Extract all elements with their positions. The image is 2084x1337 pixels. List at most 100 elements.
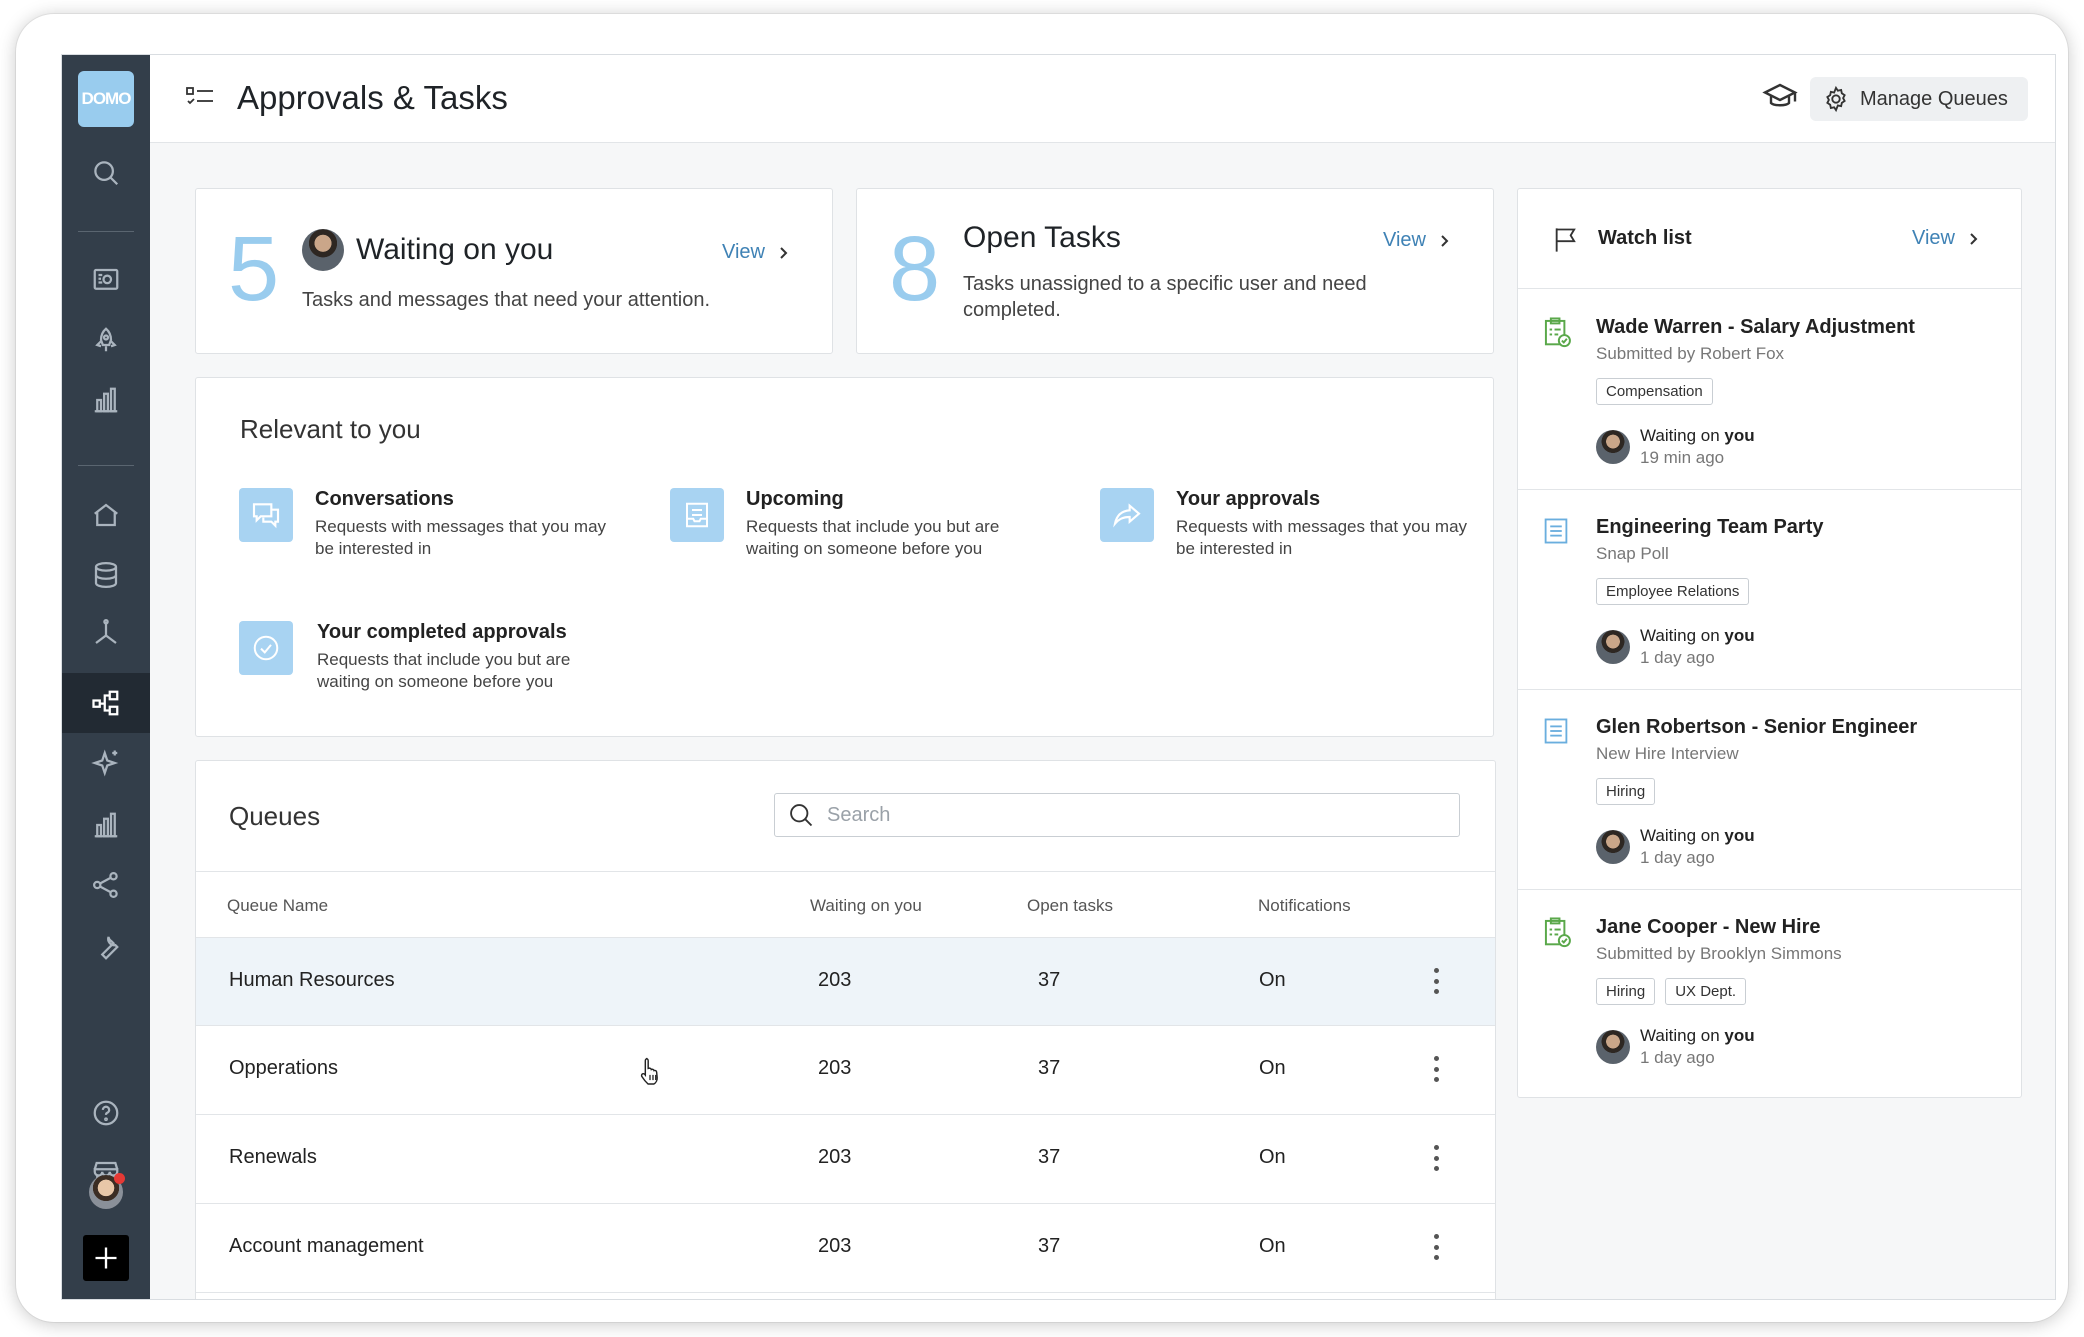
add-button[interactable] [83,1235,129,1281]
timestamp: 1 day ago [1640,848,1715,867]
search-input[interactable] [827,803,1427,827]
manage-queues-label: Manage Queues [1860,87,2008,110]
forward-arrow-icon [1100,488,1154,542]
notifications-value: On [1259,969,1286,991]
gear-icon [1826,85,1846,113]
relevant-item-title: Your completed approvals [317,621,567,643]
waiting-description: Tasks and messages that need your attent… [302,289,711,311]
waiting-value: 203 [818,1146,852,1168]
manage-queues-button[interactable]: Manage Queues [1810,77,2028,121]
graduation-cap-icon[interactable] [1762,79,1798,120]
open-tasks-card[interactable]: 8 Open Tasks View Tasks unassigned to a … [856,188,1494,354]
more-options-icon[interactable] [1432,1145,1440,1171]
waiting-prefix: Waiting on [1640,626,1725,645]
queue-name: Human Resources [229,969,395,991]
analytics-icon[interactable] [86,805,126,845]
page-title: Approvals & Tasks [237,79,508,116]
search-icon [790,804,813,827]
clipboard-check-icon [1542,316,1572,353]
watch-item-subtitle: Submitted by Brooklyn Simmons [1596,944,1842,963]
top-bar: Approvals & Tasks Manage Queues [150,55,2055,143]
rocket-icon[interactable] [86,320,126,360]
ai-sparkle-icon[interactable] [86,743,126,783]
share-icon[interactable] [86,865,126,905]
user-avatar[interactable] [89,1173,125,1209]
table-row[interactable] [196,1292,1495,1299]
workflow-icon[interactable] [86,683,126,723]
open-tasks-count: 8 [889,218,941,320]
watch-item-title: Glen Robertson - Senior Engineer [1596,716,1918,738]
more-options-icon[interactable] [1432,968,1440,994]
timestamp: 1 day ago [1640,1048,1715,1067]
watch-list-view-link[interactable]: View [1912,227,1979,250]
watch-list-title: Watch list [1598,227,1692,249]
table-row[interactable]: Account management 203 37 On [196,1203,1495,1291]
table-row[interactable]: Renewals 203 37 On [196,1114,1495,1202]
device-frame: DOMO [16,14,2068,1322]
waiting-you: you [1724,826,1755,845]
queue-search[interactable] [774,793,1460,837]
queue-name: Opperations [229,1057,338,1079]
relevant-item-title: Upcoming [746,488,844,510]
relevant-item-title: Your approvals [1176,488,1321,510]
watch-item-title: Engineering Team Party [1596,516,1824,538]
relevant-item-description: Requests with messages that you may be i… [1176,517,1468,558]
waiting-status: Waiting on you [1640,426,1755,446]
relevant-item-description: Requests with messages that you may be i… [315,517,607,558]
dashboard-icon[interactable] [86,260,126,300]
watch-list-item[interactable]: Engineering Team Party Snap Poll Employe… [1518,490,2021,690]
wrench-icon[interactable] [86,927,126,967]
open-value: 37 [1038,969,1061,991]
avatar [302,229,344,271]
column-header-waiting[interactable]: Waiting on you [810,896,922,915]
hand-cursor-icon [637,1055,663,1092]
waiting-prefix: Waiting on [1640,1026,1725,1045]
waiting-count: 5 [228,218,280,320]
dataflow-icon[interactable] [86,613,126,653]
waiting-view-link[interactable]: View [722,241,789,264]
waiting-on-you-card[interactable]: 5 Waiting on you View Tasks and messages… [195,188,833,354]
column-header-queue-name[interactable]: Queue Name [227,896,329,915]
column-header-notifications[interactable]: Notifications [1258,896,1351,915]
tag: Hiring [1596,978,1656,1005]
more-options-icon[interactable] [1432,1056,1440,1082]
notifications-value: On [1259,1057,1286,1079]
avatar [1596,830,1630,864]
open-tasks-description: Tasks unassigned to a specific user and … [963,273,1367,321]
queue-name: Renewals [229,1146,317,1168]
database-icon[interactable] [86,555,126,595]
bar-chart-icon[interactable] [86,380,126,420]
open-tasks-view-link[interactable]: View [1383,229,1450,252]
sidebar: DOMO [62,55,150,1299]
inbox-icon [670,488,724,542]
table-row[interactable]: Opperations 203 37 On [196,1025,1495,1113]
waiting-value: 203 [818,1235,852,1257]
sidebar-divider [78,231,134,232]
waiting-value: 203 [818,1057,852,1079]
more-options-icon[interactable] [1432,1234,1440,1260]
tag: Hiring [1596,778,1656,805]
domo-logo[interactable]: DOMO [78,71,134,127]
search-icon[interactable] [86,153,126,193]
relevant-to-you-panel: Relevant to you Conversations Requests w… [195,377,1494,737]
watch-item-title: Wade Warren - Salary Adjustment [1596,316,1915,338]
column-header-open-tasks[interactable]: Open tasks [1027,896,1113,915]
timestamp: 1 day ago [1640,648,1715,667]
queue-name: Account management [229,1235,424,1257]
watch-item-subtitle: Snap Poll [1596,544,1669,563]
table-row[interactable]: Human Resources 203 37 On [196,937,1495,1025]
help-icon[interactable] [86,1093,126,1133]
watch-list-item[interactable]: Jane Cooper - New Hire Submitted by Broo… [1518,890,2021,1090]
open-value: 37 [1038,1057,1061,1079]
watch-list-item[interactable]: Wade Warren - Salary Adjustment Submitte… [1518,290,2021,490]
waiting-status: Waiting on you [1640,1026,1755,1046]
plus-icon [95,1247,117,1269]
watch-list-item[interactable]: Glen Robertson - Senior Engineer New Hir… [1518,690,2021,890]
watch-list-panel: Watch list View Wade Warren - Salary Adj… [1517,188,2022,1098]
avatar [1596,1030,1630,1064]
view-label: View [1912,227,1955,249]
divider [196,871,1495,872]
notifications-value: On [1259,1146,1286,1168]
home-icon[interactable] [86,495,126,535]
notifications-value: On [1259,1235,1286,1257]
